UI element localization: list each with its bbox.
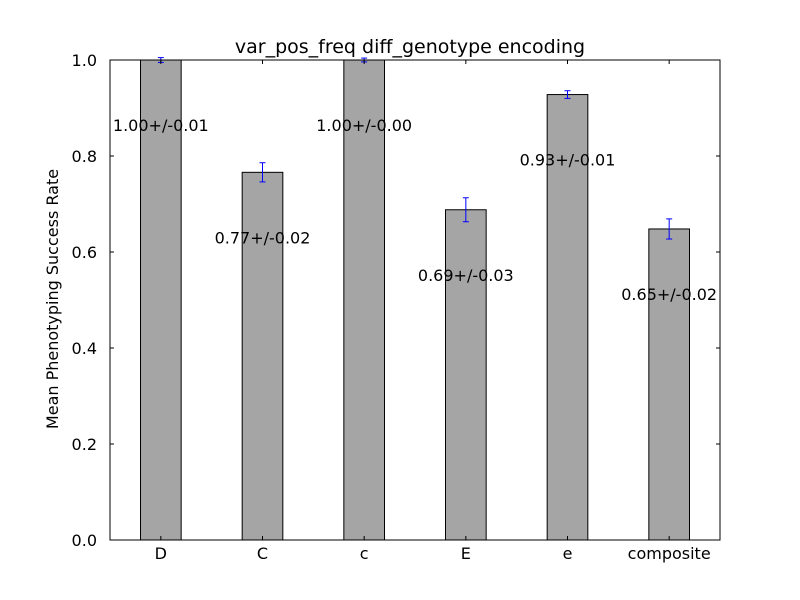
- errorbar-e: [564, 90, 571, 99]
- x-tick-label-C: C: [257, 544, 268, 563]
- y-tick-label-0.8: 0.8: [72, 147, 97, 166]
- errorbar-composite: [666, 218, 673, 240]
- data-label-e: 0.93+/-0.01: [520, 151, 616, 170]
- y-tick-label-0.0: 0.0: [72, 531, 97, 550]
- errorbar-C: [259, 162, 266, 183]
- y-tick-label-0.4: 0.4: [72, 339, 97, 358]
- data-label-C: 0.77+/-0.02: [215, 228, 311, 247]
- y-tick-label-0.2: 0.2: [72, 435, 97, 454]
- bar-composite: [648, 228, 690, 541]
- data-label-composite: 0.65+/-0.02: [621, 285, 717, 304]
- bar-D: [140, 59, 182, 541]
- plot-frame: [109, 59, 721, 541]
- errorbars-layer: [157, 57, 673, 240]
- y-tick-label-0.6: 0.6: [72, 243, 97, 262]
- data-labels-layer: 1.00+/-0.01 0.77+/-0.02 1.00+/-0.00 0.69+/-…: [113, 116, 717, 304]
- bars-layer: [140, 59, 690, 541]
- y-axis-label: Mean Phenotyping Success Rate: [43, 169, 62, 429]
- data-label-E: 0.69+/-0.03: [418, 266, 514, 285]
- bar-C: [241, 171, 284, 541]
- bar-e: [546, 94, 589, 541]
- x-tick-label-e: e: [563, 544, 573, 563]
- data-label-c: 1.00+/-0.00: [316, 116, 412, 135]
- errorbar-E: [462, 197, 469, 223]
- bar-E: [445, 209, 487, 541]
- y-tick-label-1.0: 1.0: [72, 51, 97, 70]
- chart-title: var_pos_freq diff_genotype encoding: [235, 36, 585, 58]
- x-tick-label-D: D: [155, 544, 167, 563]
- x-tick-label-E: E: [461, 544, 471, 563]
- data-label-D: 1.00+/-0.01: [113, 116, 209, 135]
- x-tick-label-composite: composite: [628, 544, 711, 563]
- x-tick-label-c: c: [360, 544, 369, 563]
